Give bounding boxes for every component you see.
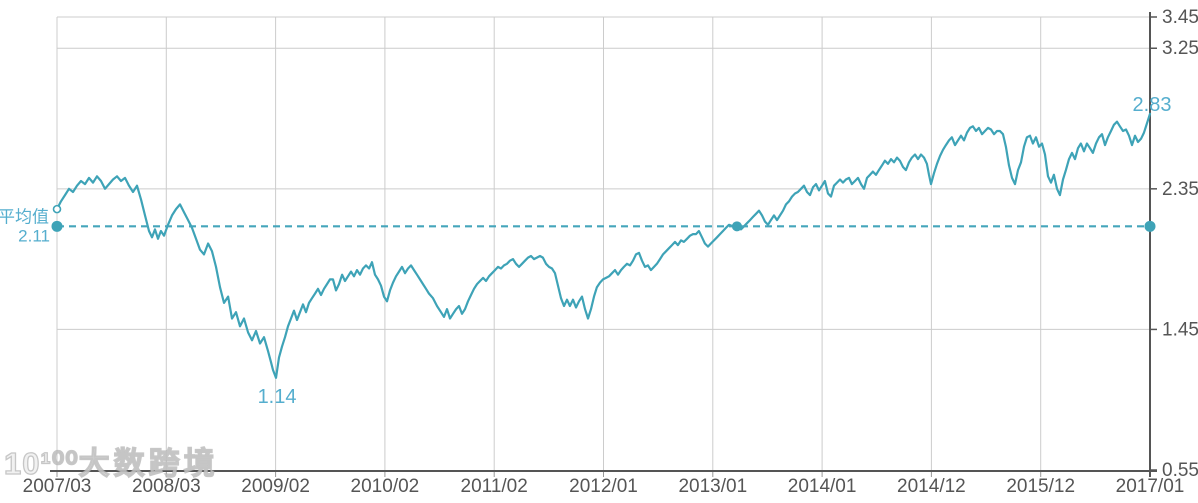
- x-tick-label: 2014/01: [788, 476, 857, 497]
- x-tick-label: 2011/02: [461, 476, 528, 497]
- x-tick-label: 2008/03: [132, 476, 201, 497]
- axes: 0.55 1.45 2.35 3.25 3.45 2007/03 2008/03 2009/0…: [23, 7, 1198, 497]
- x-tick-label: 2009/02: [241, 476, 310, 497]
- average-name-label: 平均值: [0, 207, 49, 226]
- start-point-marker: [52, 204, 62, 214]
- annotations: 1.14 2.83: [52, 94, 1172, 408]
- series: [55, 112, 1152, 379]
- x-tick-label: 2013/01: [678, 476, 747, 497]
- series-line: [55, 112, 1152, 379]
- cross-average-dot: [731, 221, 742, 232]
- x-tick-label: 2007/03: [23, 476, 92, 497]
- y-tick-label: 3.25: [1162, 38, 1198, 59]
- y-tick-label: 1.45: [1162, 319, 1198, 340]
- average-left-dot: [51, 220, 63, 232]
- x-tick-label: 2012/01: [569, 476, 638, 497]
- min-value-label: 1.14: [258, 386, 297, 408]
- average-right-dot: [1144, 220, 1156, 232]
- x-tick-label: 2017/01: [1116, 476, 1185, 497]
- y-tick-label: 2.35: [1162, 179, 1198, 200]
- gridlines: [56, 16, 1151, 477]
- y-tick-label: 0.55: [1162, 460, 1198, 481]
- end-value-label: 2.83: [1133, 94, 1172, 116]
- x-tick-label: 2015/12: [1006, 476, 1075, 497]
- y-tick-label: 3.45: [1162, 7, 1198, 28]
- x-tick-label: 2014/12: [897, 476, 966, 497]
- average-value-label: 2.11: [18, 226, 50, 245]
- x-tick-label: 2010/02: [351, 476, 420, 497]
